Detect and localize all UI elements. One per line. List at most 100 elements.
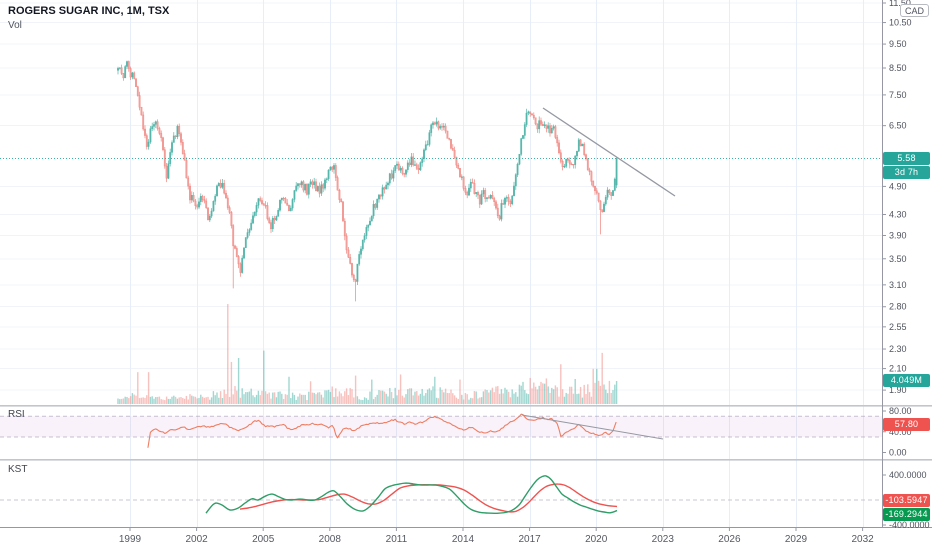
candle-body	[455, 156, 458, 166]
volume-bar	[180, 397, 182, 404]
candle-body	[293, 190, 296, 200]
candle-body	[473, 183, 476, 194]
candle-body	[565, 158, 568, 167]
volume-bar	[272, 392, 274, 404]
volume-bar	[270, 398, 272, 404]
volume-bar	[533, 382, 535, 404]
volume-bar	[192, 396, 195, 404]
price-trendline[interactable]	[542, 107, 676, 197]
candle-body	[527, 111, 530, 114]
rsi-value-badge: 57.80	[883, 418, 930, 431]
candle-body	[536, 123, 539, 130]
volume-bar	[273, 392, 276, 404]
candle-body	[226, 197, 229, 208]
volume-bar	[471, 398, 474, 404]
candle-body	[261, 200, 263, 204]
volume-bar	[601, 352, 603, 404]
candle-body	[394, 165, 397, 171]
candle-body	[235, 248, 238, 257]
volume-bar	[156, 396, 159, 404]
kst-indicator-label[interactable]: KST	[8, 464, 28, 475]
candle-body	[381, 187, 384, 197]
candle-body	[439, 126, 442, 129]
volume-bar	[212, 391, 215, 404]
candle-body	[523, 124, 526, 136]
rsi-trendline[interactable]	[521, 414, 664, 440]
candle-body	[432, 122, 434, 125]
candle-body	[176, 126, 179, 138]
candle-body	[590, 171, 593, 182]
volume-bar	[516, 396, 519, 404]
volume-bar	[288, 376, 290, 404]
volume-bar	[122, 398, 125, 404]
candle-body	[273, 218, 276, 221]
volume-bar	[142, 397, 144, 404]
candle-body	[606, 189, 609, 198]
candle-body	[615, 158, 618, 186]
candle-body	[462, 176, 465, 189]
volume-bar	[389, 387, 391, 404]
candle-body	[289, 207, 292, 212]
volume-bar	[396, 395, 398, 404]
price-axis-label: 3.50	[889, 254, 907, 264]
candle-body	[441, 126, 443, 128]
candle-body	[318, 185, 321, 194]
candle-body	[379, 194, 382, 197]
volume-bar	[468, 399, 470, 404]
candle-body	[140, 106, 143, 116]
candle-body	[198, 201, 200, 208]
volume-bar	[119, 399, 121, 404]
volume-bar	[549, 392, 551, 404]
candle-body	[444, 125, 447, 132]
candle-body	[496, 207, 499, 217]
candle-body	[595, 190, 598, 194]
candle-body	[363, 235, 366, 241]
candle-body	[563, 166, 566, 168]
candle-body	[360, 248, 362, 255]
volume-bar	[381, 390, 384, 404]
candle-body	[586, 158, 589, 171]
volume-bar	[236, 390, 238, 404]
volume-bar	[358, 399, 360, 404]
volume-bar	[176, 398, 179, 404]
candle-body	[266, 205, 269, 219]
volume-bar	[513, 393, 515, 404]
volume-bar	[578, 393, 580, 404]
candle-body	[397, 163, 400, 171]
candle-body	[309, 181, 312, 185]
candle-body	[581, 143, 584, 147]
candle-body	[612, 190, 614, 196]
rsi-axis-label: 0.00	[889, 448, 907, 458]
candle-body	[534, 117, 537, 125]
candle-body	[345, 235, 348, 251]
volume-bar	[599, 385, 602, 404]
symbol-title[interactable]: ROGERS SUGAR INC, 1M, TSX	[8, 5, 170, 17]
candle-body	[154, 121, 157, 125]
volume-bar	[554, 385, 557, 404]
currency-badge[interactable]: CAD	[900, 4, 930, 17]
candle-body	[271, 218, 274, 230]
volume-value-badge: 4.049M	[883, 374, 930, 387]
volume-bar	[538, 385, 540, 404]
volume-indicator-label[interactable]: Vol	[8, 20, 22, 31]
candle-body	[482, 190, 485, 195]
candle-body	[338, 189, 341, 200]
volume-bar	[221, 398, 224, 404]
candle-body	[349, 256, 352, 264]
candle-body	[448, 138, 451, 140]
candle-body	[493, 198, 496, 203]
candle-body	[367, 224, 370, 228]
candle-body	[390, 173, 393, 179]
volume-bar	[480, 397, 483, 404]
candle-body	[550, 128, 553, 134]
volume-bar	[542, 383, 544, 404]
volume-bar	[322, 397, 324, 404]
candle-body	[162, 137, 164, 150]
volume-bar	[135, 395, 137, 404]
candle-body	[169, 152, 172, 164]
candle-body	[378, 194, 380, 200]
candle-body	[376, 198, 379, 208]
rsi-indicator-label[interactable]: RSI	[8, 409, 25, 420]
volume-bar	[439, 387, 441, 404]
